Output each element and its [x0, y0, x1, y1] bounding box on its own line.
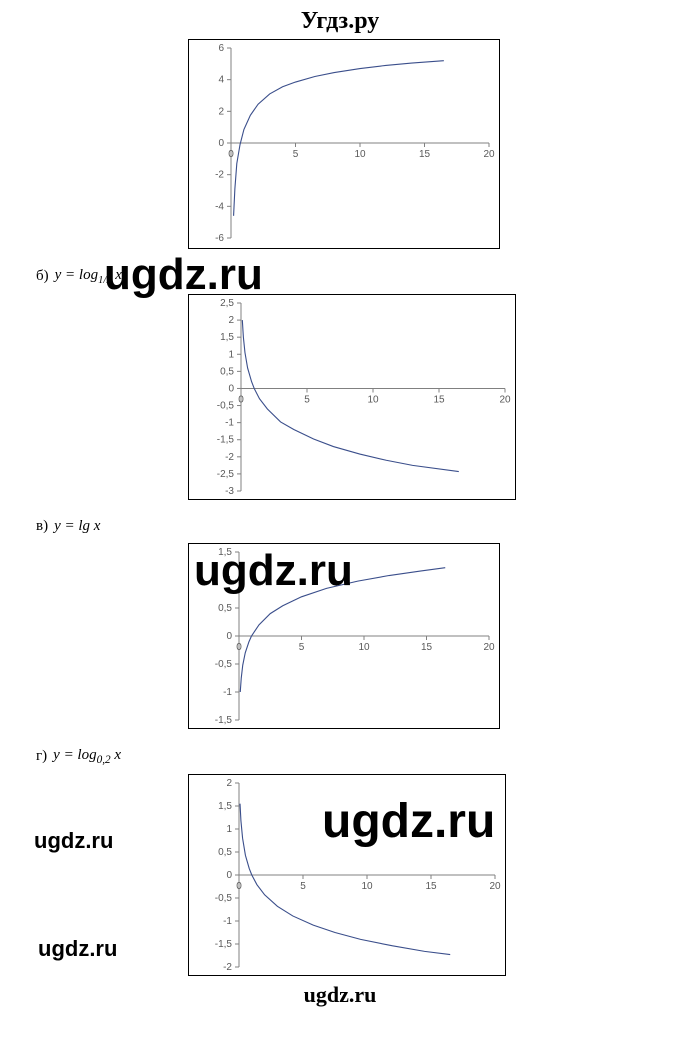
chart-label-g: г) y = log0,2 x [36, 747, 680, 766]
y-tick-label: 1,5 [220, 332, 234, 343]
chart-b: 05101520-3-2,5-2-1,5-1-0,500,511,522,5 [188, 294, 516, 500]
x-tick-label: 20 [483, 149, 495, 160]
charts-container: 05101520-6-4-20246б)y = log1/π x05101520… [0, 39, 680, 976]
y-tick-label: 4 [218, 75, 224, 86]
x-tick-label: 0 [238, 394, 244, 405]
y-tick-label: 0 [226, 631, 232, 642]
chart-label-b: б) y = log1/π x [36, 267, 680, 286]
x-tick-label: 5 [304, 394, 310, 405]
chart-svg: 05101520-1,5-1-0,500,511,5 [189, 544, 499, 728]
y-tick-label: -2,5 [217, 469, 235, 480]
y-tick-label: 6 [218, 43, 224, 54]
chart-label-prefix: г) [36, 748, 47, 765]
x-tick-label: 5 [300, 881, 306, 892]
y-tick-label: 1,5 [218, 547, 232, 558]
curve [234, 61, 444, 216]
x-tick-label: 10 [367, 394, 379, 405]
y-tick-label: -3 [225, 486, 234, 497]
y-tick-label: 0 [218, 138, 224, 149]
x-tick-label: 15 [425, 881, 437, 892]
y-tick-label: 0,5 [218, 847, 232, 858]
x-tick-label: 5 [299, 642, 305, 653]
x-tick-label: 20 [489, 881, 501, 892]
chart-svg: 05101520-3-2,5-2-1,5-1-0,500,511,522,5 [189, 295, 515, 499]
x-tick-label: 0 [236, 881, 242, 892]
y-tick-label: -0,5 [215, 893, 233, 904]
x-tick-label: 20 [483, 642, 495, 653]
y-tick-label: -0,5 [217, 401, 235, 412]
page-footer: ugdz.ru [0, 976, 680, 1016]
chart-label-prefix: в) [36, 518, 48, 535]
curve [240, 804, 450, 955]
chart-formula: y = log0,2 x [53, 747, 121, 766]
chart-svg: 05101520-2-1,5-1-0,500,511,52 [189, 775, 505, 975]
x-tick-label: 10 [361, 881, 373, 892]
y-tick-label: -6 [215, 233, 224, 244]
curve [240, 568, 445, 692]
chart-label-v: в) y = lg x [36, 518, 680, 535]
y-tick-label: -1,5 [215, 939, 233, 950]
x-tick-label: 0 [228, 149, 234, 160]
chart-a: 0 5 10 15 20 -6 -4 -2 0 2 4 6 [188, 39, 500, 249]
chart-formula: y = lg x [54, 518, 100, 535]
y-tick-label: 0,5 [218, 603, 232, 614]
chart-g: 05101520-2-1,5-1-0,500,511,52 [188, 774, 506, 976]
y-tick-label: -1 [225, 418, 234, 429]
x-tick-label: 15 [433, 394, 445, 405]
y-tick-label: 0,5 [220, 366, 234, 377]
y-tick-label: -1,5 [215, 715, 233, 726]
y-tick-label: 0 [226, 870, 232, 881]
y-tick-label: -0,5 [215, 659, 233, 670]
x-tick-label: 15 [419, 149, 431, 160]
x-tick-label: 15 [421, 642, 433, 653]
y-tick-label: -1 [223, 916, 232, 927]
x-tick-label: 10 [354, 149, 366, 160]
y-tick-label: -1,5 [217, 435, 235, 446]
chart-label-prefix: б) [36, 268, 49, 285]
y-tick-label: -1 [223, 687, 232, 698]
chart-v: 05101520-1,5-1-0,500,511,5 [188, 543, 500, 729]
x-tick-label: 5 [293, 149, 299, 160]
y-tick-label: 1,5 [218, 801, 232, 812]
chart-formula: y = log1/π x [55, 267, 122, 286]
y-tick-label: -4 [215, 201, 224, 212]
y-tick-label: 2 [226, 778, 232, 789]
y-tick-label: -2 [223, 962, 232, 973]
y-tick-label: 2 [218, 106, 224, 117]
y-tick-label: 1 [228, 349, 234, 360]
curve [242, 320, 458, 471]
y-tick-label: 0 [228, 383, 234, 394]
y-tick-label: 2 [228, 315, 234, 326]
x-tick-label: 10 [358, 642, 370, 653]
chart-svg: 0 5 10 15 20 -6 -4 -2 0 2 4 6 [189, 40, 499, 248]
y-tick-label: 1 [226, 575, 232, 586]
y-tick-label: 1 [226, 824, 232, 835]
page-header: Угдз.ру [0, 0, 680, 39]
y-tick-label: 2,5 [220, 298, 234, 309]
y-tick-label: -2 [225, 452, 234, 463]
x-tick-label: 0 [236, 642, 242, 653]
y-tick-label: -2 [215, 170, 224, 181]
x-tick-label: 20 [499, 394, 511, 405]
